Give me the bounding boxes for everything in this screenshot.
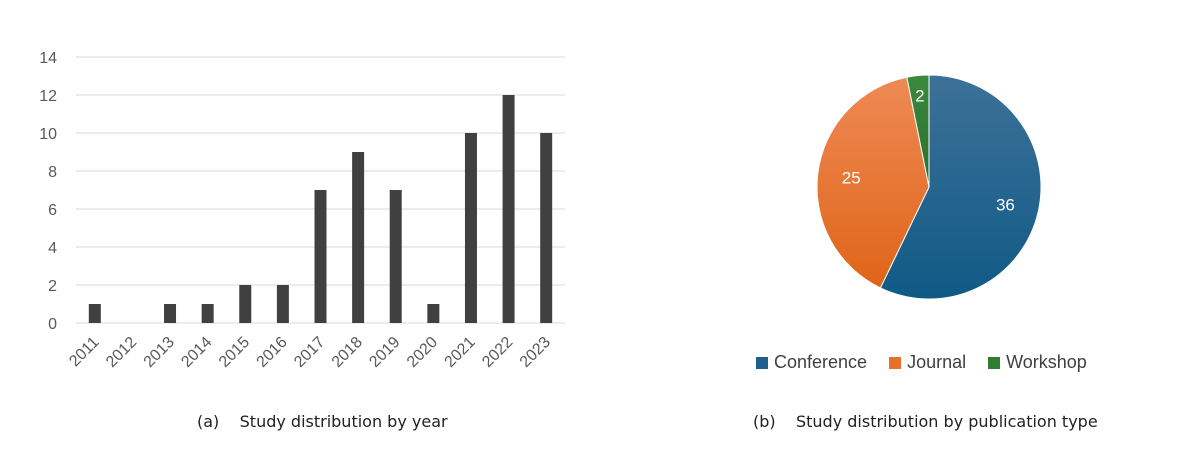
bar-2015 xyxy=(239,285,252,323)
bar-2014 xyxy=(201,304,214,323)
x-tick-label-2022: 2022 xyxy=(479,334,516,371)
legend-swatch-conference xyxy=(756,356,768,369)
bar-chart: 0 2 4 6 8 10 12 14 2011 2012 2013 2014 2015 2016 2017… xyxy=(39,50,565,371)
legend-label-workshop: Workshop xyxy=(1006,352,1087,372)
pie-data-labels: 36 25 2 xyxy=(842,87,1015,215)
bar-2016 xyxy=(276,285,289,323)
x-tick-label-2018: 2018 xyxy=(329,334,366,371)
pie-label-journal: 25 xyxy=(842,168,861,187)
pie-legend: Conference Journal Workshop xyxy=(756,352,1087,373)
bar-2013 xyxy=(164,304,177,323)
caption-a: (a) Study distribution by year xyxy=(197,412,448,431)
y-tick-label: 8 xyxy=(48,164,57,181)
bar-2011 xyxy=(88,304,101,323)
pie-slice-workshop xyxy=(906,74,930,188)
x-tick-label-2017: 2017 xyxy=(291,334,328,371)
x-tick-label-2021: 2021 xyxy=(442,334,479,371)
bar-x-tick-labels: 2011 2012 2013 2014 2015 2016 2017 2018 2019 2020… xyxy=(66,334,554,371)
x-tick-label-2023: 2023 xyxy=(517,334,554,371)
bar-2020 xyxy=(427,304,440,323)
legend-item-conference: Conference xyxy=(756,352,867,373)
y-tick-label: 2 xyxy=(48,278,57,295)
x-tick-label-2019: 2019 xyxy=(366,334,403,371)
y-tick-label: 0 xyxy=(48,316,57,333)
x-tick-label-2015: 2015 xyxy=(216,334,253,371)
bar-bars xyxy=(88,95,553,323)
x-tick-label-2011: 2011 xyxy=(66,334,102,370)
pie-label-workshop: 2 xyxy=(915,87,924,106)
y-tick-label: 6 xyxy=(48,202,57,219)
bar-2018 xyxy=(352,152,365,323)
pie-slice-journal xyxy=(816,76,930,289)
y-tick-label: 4 xyxy=(48,240,57,257)
bar-2022 xyxy=(502,95,515,323)
pie-slices xyxy=(816,74,1042,300)
x-tick-label-2013: 2013 xyxy=(141,334,178,371)
legend-swatch-workshop xyxy=(988,356,1001,369)
pie-label-conference: 36 xyxy=(996,195,1015,214)
legend-item-journal: Journal xyxy=(889,352,966,373)
legend-swatch-journal xyxy=(889,356,902,369)
x-tick-label-2020: 2020 xyxy=(404,334,441,371)
y-tick-label: 10 xyxy=(39,126,57,143)
bar-2021 xyxy=(464,133,477,323)
bar-y-tick-labels: 0 2 4 6 8 10 12 14 xyxy=(39,50,57,333)
legend-label-conference: Conference xyxy=(774,352,868,372)
bar-2017 xyxy=(314,190,327,323)
x-tick-label-2012: 2012 xyxy=(103,334,140,371)
x-tick-label-2014: 2014 xyxy=(178,334,215,371)
caption-b: (b) Study distribution by publication ty… xyxy=(753,412,1098,431)
legend-label-journal: Journal xyxy=(907,352,967,372)
x-tick-label-2016: 2016 xyxy=(254,334,291,371)
y-tick-label: 12 xyxy=(39,88,57,105)
pie-slice-conference xyxy=(879,74,1042,300)
legend-item-workshop: Workshop xyxy=(988,352,1087,373)
bar-2023 xyxy=(540,133,553,323)
bar-2019 xyxy=(389,190,402,323)
y-tick-label: 14 xyxy=(39,50,57,67)
